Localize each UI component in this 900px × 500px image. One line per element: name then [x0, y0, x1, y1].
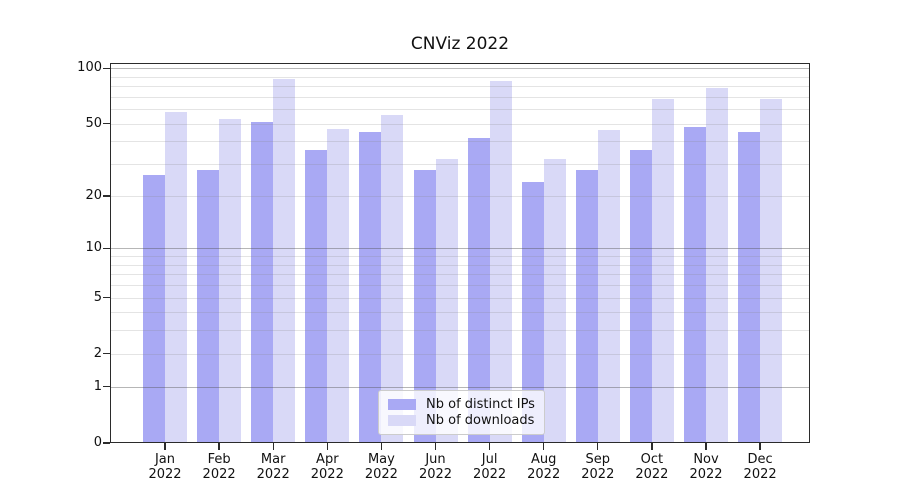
gridline-minor-70: [110, 96, 810, 98]
bar-ips-nov: [684, 127, 706, 443]
x-tick-apr: [326, 443, 328, 450]
bar-ips-jun: [413, 169, 436, 443]
x-tick-may: [380, 443, 383, 450]
gridline-minor-50: [110, 123, 810, 125]
x-tick-label-sep: Sep 2022: [581, 452, 615, 482]
legend-swatch-downloads: [388, 415, 416, 426]
gridline-minor-80: [110, 86, 810, 88]
bar-downloads-mar: [273, 78, 296, 443]
bar-ips-feb: [197, 169, 220, 443]
y-tick-0: [103, 442, 110, 444]
y-tick-1: [103, 386, 110, 388]
bar-downloads-jan: [165, 111, 187, 443]
x-tick-nov: [705, 443, 707, 450]
gridline-minor-2: [110, 353, 810, 355]
legend-label-downloads: Nb of downloads: [426, 413, 535, 428]
bar-ips-mar: [251, 122, 274, 443]
gridline-minor-90: [110, 76, 810, 78]
legend-label-distinct-ips: Nb of distinct IPs: [426, 397, 535, 412]
x-tick-label-feb: Feb 2022: [202, 452, 236, 482]
x-tick-label-nov: Nov 2022: [689, 452, 723, 482]
y-tick-label-2: 2: [93, 345, 102, 361]
gridline-major-1: [110, 386, 810, 388]
gridline-minor-60: [110, 109, 810, 111]
x-tick-feb: [218, 443, 220, 450]
legend: Nb of distinct IPs Nb of downloads: [378, 390, 545, 435]
bar-downloads-jul: [489, 81, 512, 443]
x-tick-dec: [759, 443, 761, 450]
y-tick-label-10: 10: [85, 240, 102, 256]
x-tick-oct: [651, 443, 653, 450]
x-tick-label-jul: Jul 2022: [473, 452, 507, 482]
gridline-minor-40: [110, 141, 810, 143]
y-tick-label-0: 0: [93, 435, 102, 450]
bar-ips-oct: [629, 149, 652, 443]
x-tick-sep: [597, 443, 599, 450]
x-tick-label-oct: Oct 2022: [635, 452, 669, 482]
x-tick-jan: [164, 443, 166, 450]
x-tick-label-jun: Jun 2022: [418, 452, 453, 482]
bar-downloads-dec: [760, 99, 783, 443]
gridline-minor-9: [110, 256, 810, 258]
gridline-minor-3: [110, 330, 810, 332]
y-tick-label-100: 100: [77, 60, 102, 76]
bar-downloads-may: [381, 114, 404, 443]
bar-downloads-feb: [219, 119, 242, 443]
chart-title: CNViz 2022: [410, 34, 510, 54]
legend-item-downloads: Nb of downloads: [388, 413, 535, 428]
y-tick-100: [103, 67, 110, 69]
bar-downloads-nov: [706, 88, 728, 443]
legend-swatch-distinct-ips: [388, 399, 416, 410]
gridline-minor-6: [110, 285, 810, 286]
y-tick-label-1: 1: [93, 378, 102, 394]
y-tick-label-20: 20: [85, 187, 102, 203]
x-tick-label-may: May 2022: [364, 452, 398, 482]
y-tick-2: [103, 353, 110, 355]
bar-ips-apr: [305, 149, 328, 443]
bar-ips-jan: [143, 175, 165, 443]
x-tick-label-aug: Aug 2022: [527, 452, 561, 482]
y-tick-5: [103, 296, 110, 299]
bar-ips-dec: [738, 132, 761, 443]
y-tick-50: [103, 123, 110, 125]
gridline-major-100: [110, 68, 810, 70]
x-tick-label-mar: Mar 2022: [256, 452, 290, 482]
bar-ips-may: [359, 132, 382, 443]
bar-ips-sep: [575, 169, 598, 443]
bar-ips-aug: [521, 181, 544, 443]
x-tick-label-dec: Dec 2022: [743, 452, 777, 482]
bar-downloads-apr: [327, 128, 350, 443]
gridline-minor-4: [110, 312, 810, 314]
bar-downloads-aug: [543, 159, 566, 443]
bar-ips-jul: [467, 137, 490, 443]
legend-item-distinct-ips: Nb of distinct IPs: [388, 397, 535, 412]
gridline-minor-7: [110, 274, 810, 276]
y-tick-10: [103, 247, 110, 249]
x-tick-label-jan: Jan 2022: [148, 452, 182, 482]
gridline-major-10: [110, 248, 810, 250]
y-tick-label-50: 50: [85, 115, 102, 131]
y-tick-label-5: 5: [93, 289, 102, 305]
x-tick-label-apr: Apr 2022: [310, 452, 344, 482]
gridline-minor-30: [110, 164, 810, 166]
x-tick-mar: [272, 443, 274, 450]
bar-downloads-oct: [651, 99, 674, 443]
y-tick-20: [103, 195, 110, 197]
bar-downloads-sep: [597, 130, 620, 443]
x-tick-aug: [543, 443, 545, 450]
x-tick-jul: [488, 443, 491, 450]
gridline-minor-8: [110, 264, 810, 266]
x-tick-jun: [434, 443, 437, 450]
gridline-minor-5: [110, 297, 810, 299]
gridline-minor-20: [110, 195, 810, 197]
bar-downloads-jun: [435, 159, 458, 443]
